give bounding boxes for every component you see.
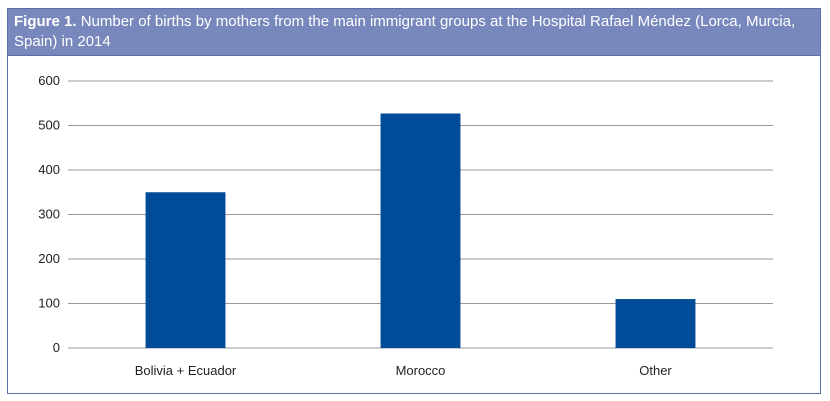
y-tick-label: 200 [38, 251, 60, 266]
y-tick-label: 0 [53, 340, 60, 355]
x-tick-label: Bolivia + Ecuador [135, 363, 237, 378]
y-tick-label: 100 [38, 296, 60, 311]
figure-header: Figure 1. Number of births by mothers fr… [8, 9, 820, 56]
y-tick-label: 300 [38, 207, 60, 222]
bar [615, 299, 696, 348]
figure-frame: Figure 1. Number of births by mothers fr… [7, 8, 821, 394]
y-tick-label: 400 [38, 162, 60, 177]
bar [380, 113, 461, 348]
x-tick-label: Morocco [396, 363, 446, 378]
chart-title: Number of births by mothers from the mai… [14, 13, 796, 50]
y-tick-label: 500 [38, 118, 60, 133]
y-tick-label: 600 [38, 73, 60, 88]
figure-label: Figure 1. [14, 13, 77, 30]
x-tick-label: Other [639, 363, 672, 378]
bar [145, 192, 226, 348]
